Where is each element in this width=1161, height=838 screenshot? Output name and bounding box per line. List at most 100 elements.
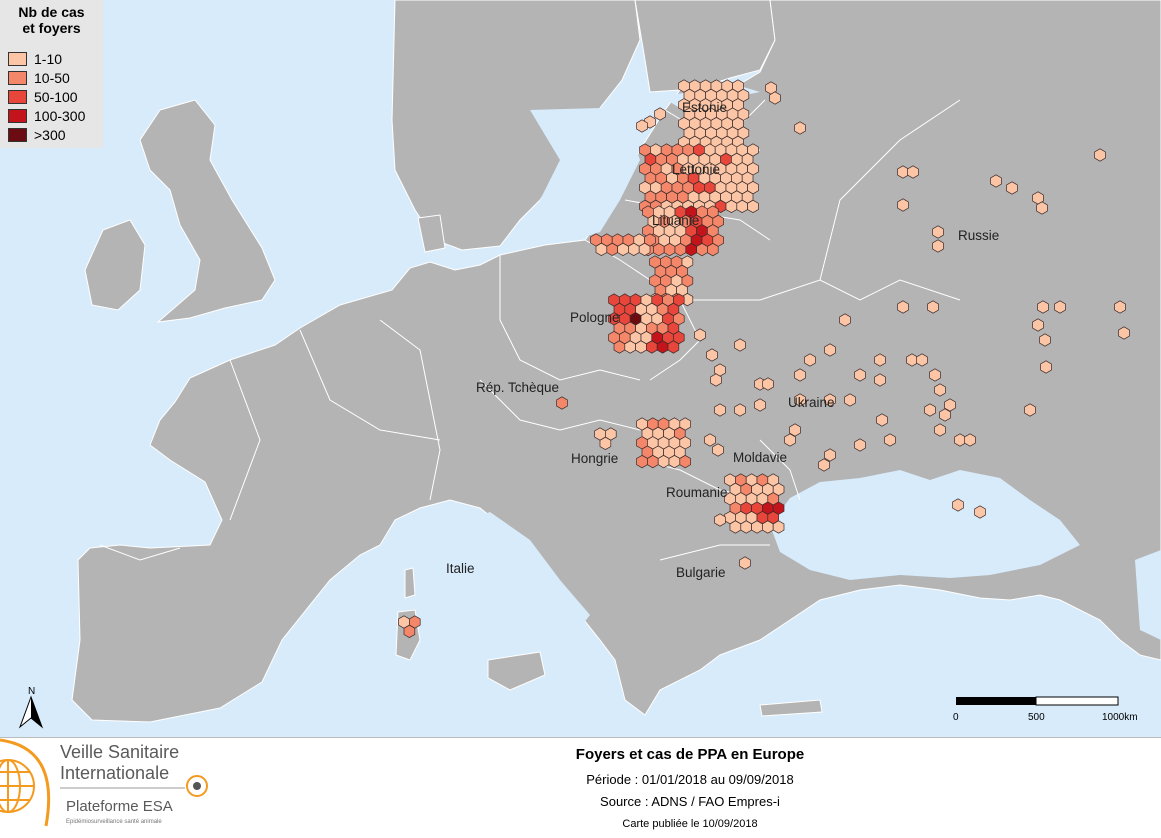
outbreak-cell xyxy=(932,225,944,239)
legend-label: 100-300 xyxy=(34,108,86,124)
outbreak-cell xyxy=(696,242,708,257)
black-sea xyxy=(770,470,1080,580)
outbreak-cell xyxy=(927,300,939,314)
outbreak-cell xyxy=(964,433,976,447)
outbreak-cell xyxy=(924,403,936,417)
outbreak-cell xyxy=(897,300,909,314)
footer: Veille Sanitaire Internationale Platefor… xyxy=(0,737,1161,838)
legend-label: 1-10 xyxy=(34,51,63,67)
outbreak-cell xyxy=(1032,191,1044,205)
outbreak-cell xyxy=(906,353,918,367)
legend-label: 50-100 xyxy=(34,89,78,105)
outbreak-cell xyxy=(556,396,568,410)
label-czech: Rép. Tchèque xyxy=(476,380,559,395)
outbreak-cell xyxy=(897,165,909,179)
outbreak-cell xyxy=(794,393,806,407)
outbreak-cell xyxy=(754,398,766,412)
legend-swatch xyxy=(8,109,27,123)
outbreak-cell xyxy=(653,242,665,257)
legend-swatch xyxy=(8,90,27,104)
outbreak-cell xyxy=(762,520,774,534)
outbreak-cell xyxy=(679,454,691,469)
outbreak-cell xyxy=(874,373,886,387)
svg-text:0: 0 xyxy=(953,712,959,723)
outbreak-cell xyxy=(740,520,752,534)
legend-title: Nb de cas et foyers xyxy=(0,4,103,36)
outbreak-cell xyxy=(734,338,746,352)
outbreak-cell xyxy=(874,353,886,367)
outbreak-cell xyxy=(707,242,719,257)
label-latvia: Lettonie xyxy=(672,162,720,177)
outbreak-cell xyxy=(704,433,716,447)
legend-label: 10-50 xyxy=(34,70,70,86)
label-ukraine: Ukraine xyxy=(788,395,835,410)
outbreak-cell xyxy=(929,368,941,382)
outbreak-cell xyxy=(734,403,746,417)
footer-period: Période : 01/01/2018 au 09/09/2018 xyxy=(586,772,794,787)
outbreak-cell xyxy=(789,423,801,437)
logo-line2: Internationale xyxy=(60,763,169,783)
outbreak-cell xyxy=(907,165,919,179)
outbreak-cell xyxy=(694,328,706,342)
outbreak-cell xyxy=(954,433,966,447)
outbreak-cell xyxy=(628,242,640,257)
outbreak-cell xyxy=(646,340,658,354)
outbreak-cell xyxy=(663,242,676,257)
label-poland: Pologne xyxy=(570,310,620,325)
outbreak-cell xyxy=(944,398,956,412)
outbreak-cell xyxy=(1054,300,1066,314)
outbreak-cell xyxy=(897,198,909,212)
outbreak-cell xyxy=(613,340,626,354)
label-russia: Russie xyxy=(958,228,999,243)
outbreak-cell xyxy=(939,408,951,422)
legend-swatch xyxy=(8,71,27,85)
label-bulgaria: Bulgarie xyxy=(676,565,726,580)
label-hungary: Hongrie xyxy=(571,451,618,466)
outbreak-cell xyxy=(932,239,944,253)
outbreak-cell xyxy=(403,624,416,639)
outbreak-cell xyxy=(617,242,629,257)
outbreak-cell xyxy=(839,313,851,327)
label-italy: Italie xyxy=(446,561,475,576)
outbreak-cell xyxy=(854,368,866,382)
outbreak-cell xyxy=(714,363,726,377)
outbreak-cell xyxy=(1032,318,1044,332)
north-arrow: N xyxy=(18,686,44,729)
outbreak-cell xyxy=(824,343,836,357)
outbreak-cell xyxy=(1024,403,1036,417)
outbreak-cell xyxy=(668,454,681,469)
outbreak-cell xyxy=(739,556,751,570)
outbreak-cell xyxy=(729,520,742,534)
outbreak-cells xyxy=(398,79,1130,639)
outbreak-cell xyxy=(1036,201,1048,215)
footer-published: Carte publiée le 10/09/2018 xyxy=(622,818,758,830)
footer-title: Foyers et cas de PPA en Europe xyxy=(575,746,805,763)
outbreak-cell xyxy=(818,458,830,472)
outbreak-cell xyxy=(1039,333,1051,347)
legend: Nb de cas et foyers 1-10 10-50 50-100 10… xyxy=(0,0,103,148)
outbreak-cell xyxy=(1114,300,1126,314)
crete xyxy=(759,699,823,717)
outbreak-cell xyxy=(647,454,659,469)
outbreak-cell xyxy=(638,242,651,257)
logo-line4: Epidémiosurveillance santé animale xyxy=(66,819,162,825)
outbreak-cell xyxy=(636,119,648,133)
footer-source: Source : ADNS / FAO Empres-i xyxy=(600,794,780,809)
outbreak-cell xyxy=(714,513,726,527)
outbreak-cell xyxy=(725,199,738,214)
scale-bar: 0 500 1000km xyxy=(953,696,1138,723)
adriatic-sea xyxy=(468,512,590,628)
eye-icon xyxy=(186,775,208,797)
legend-swatch xyxy=(8,128,27,142)
outbreak-cell xyxy=(1118,326,1130,340)
outbreak-cell xyxy=(824,448,836,462)
outbreak-cell xyxy=(710,373,722,387)
label-moldova: Moldavie xyxy=(733,450,787,465)
outbreak-cell xyxy=(595,242,608,257)
denmark xyxy=(417,214,446,253)
outbreak-cell xyxy=(635,340,647,354)
outbreak-cell xyxy=(706,348,718,362)
outbreak-cell xyxy=(884,433,896,447)
outbreak-cell xyxy=(667,340,680,354)
sicily xyxy=(487,651,546,691)
